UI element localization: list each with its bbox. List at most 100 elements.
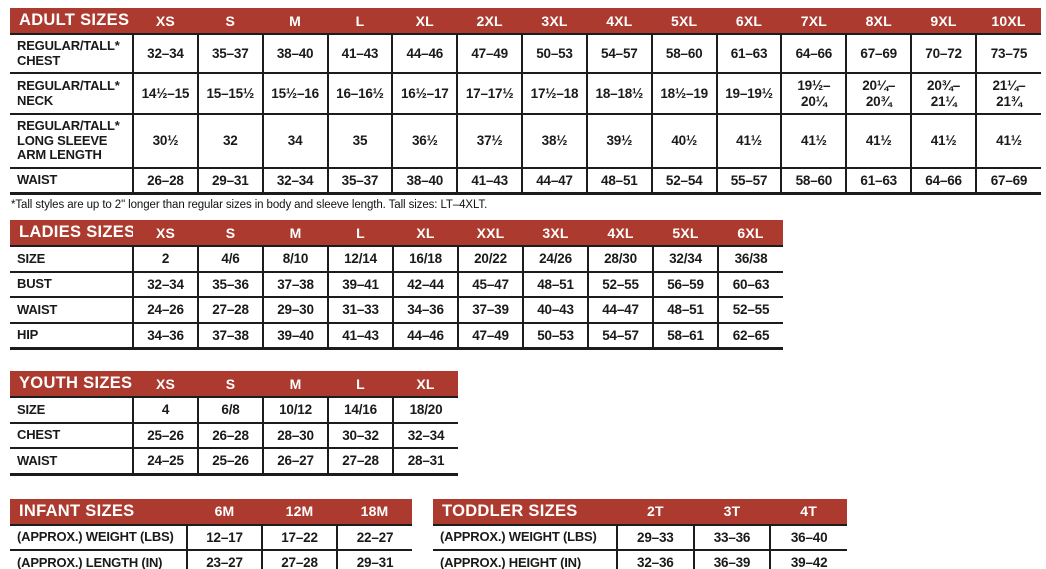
adult-column-header-s: S xyxy=(197,8,263,34)
ladies-cell-0-9: 36/38 xyxy=(717,245,783,272)
adult-cell-3-13: 67–69 xyxy=(974,166,1041,194)
adult-row-3: WAIST 26–28 29–31 32–34 35–37 38–40 41–43 44–47… xyxy=(10,166,1041,194)
ladies-column-header-xxl: XXL xyxy=(458,220,523,247)
adult-sizes-table-block: ADULT SIZES XS S M L XL 2XL 3XL 4XL 5XL 6XL 7XL 8XL 9… xyxy=(10,8,1041,196)
youth-column-header-l: L xyxy=(328,371,393,398)
adult-cell-2-7: 39½ xyxy=(585,113,652,168)
adult-cell-0-12: 70–72 xyxy=(910,32,976,74)
youth-sizes-table: YOUTH SIZES XS S M L XL SIZE 4 6/8 10/12 14/16 18/2… xyxy=(10,371,458,476)
ladies-cell-1-3: 39–41 xyxy=(327,270,393,298)
toddler-row-label-0: (APPROX.) WEIGHT (LBS) xyxy=(433,523,617,551)
ladies-cell-3-2: 39–40 xyxy=(262,321,328,349)
adult-cell-0-9: 61–63 xyxy=(715,32,782,74)
infant-sizes-table: INFANT SIZES 6M 12M 18M (APPROX.) WEIGHT (LB… xyxy=(10,498,412,569)
adult-cell-3-3: 35–37 xyxy=(326,166,393,194)
adult-cell-1-12: 20¾– 21¼ xyxy=(910,72,976,115)
adult-column-header-5xl: 5XL xyxy=(651,8,717,34)
youth-cell-0-0: 4 xyxy=(132,396,198,423)
adult-cell-0-2: 38–40 xyxy=(261,32,328,74)
toddler-cell-0-2: 36–40 xyxy=(769,523,847,551)
adult-cell-3-12: 64–66 xyxy=(910,166,976,194)
adult-cell-2-3: 35 xyxy=(326,113,393,168)
youth-table-title: YOUTH SIZES xyxy=(10,371,133,398)
infant-cell-1-1: 27–28 xyxy=(261,549,337,569)
toddler-column-header-2t: 2T xyxy=(617,498,694,525)
adult-column-header-7xl: 7XL xyxy=(781,8,847,34)
ladies-row-label-2: WAIST xyxy=(10,296,133,323)
ladies-cell-2-2: 29–30 xyxy=(262,296,328,323)
infant-cell-0-0: 12–17 xyxy=(186,523,262,551)
ladies-row-label-1: BUST xyxy=(10,270,133,298)
adult-cell-0-13: 73–75 xyxy=(974,32,1041,74)
adult-row-0: REGULAR/TALL* CHEST 32–34 35–37 38–40 41–43 4… xyxy=(10,32,1041,74)
youth-column-header-xs: XS xyxy=(133,371,198,398)
adult-cell-3-2: 32–34 xyxy=(261,166,328,194)
youth-cell-2-3: 27–28 xyxy=(327,447,393,475)
adult-column-header-6xl: 6XL xyxy=(716,8,782,34)
ladies-column-header-xl: XL xyxy=(393,220,458,247)
ladies-column-header-4xl: 4XL xyxy=(588,220,653,247)
adult-column-header-8xl: 8XL xyxy=(846,8,912,34)
adult-cell-2-1: 32 xyxy=(196,113,263,168)
adult-cell-1-9: 19–19½ xyxy=(715,72,782,115)
adult-cell-3-5: 41–43 xyxy=(456,166,523,194)
infant-cell-1-0: 23–27 xyxy=(186,549,262,569)
toddler-cell-0-0: 29–33 xyxy=(616,523,694,551)
adult-cell-0-1: 35–37 xyxy=(196,32,263,74)
ladies-cell-0-2: 8/10 xyxy=(262,245,328,272)
toddler-column-header-3t: 3T xyxy=(693,498,771,525)
ladies-cell-1-9: 60–63 xyxy=(717,270,783,298)
adult-cell-0-3: 41–43 xyxy=(326,32,393,74)
ladies-cell-3-0: 34–36 xyxy=(132,321,198,349)
adult-column-header-xl: XL xyxy=(392,8,458,34)
ladies-cell-0-5: 20/22 xyxy=(457,245,523,272)
adult-cell-1-2: 15½–16 xyxy=(261,72,328,115)
youth-column-header-xl: XL xyxy=(393,371,458,398)
youth-cell-2-2: 26–27 xyxy=(262,447,328,475)
adult-cell-3-8: 52–54 xyxy=(650,166,717,194)
toddler-row-0: (APPROX.) WEIGHT (LBS) 29–33 33–36 36–40 xyxy=(433,523,847,551)
ladies-column-header-s: S xyxy=(198,220,263,247)
ladies-cell-0-6: 24/26 xyxy=(522,245,588,272)
infant-row-label-1: (APPROX.) LENGTH (IN) xyxy=(10,549,187,569)
adult-cell-0-6: 50–53 xyxy=(521,32,587,74)
youth-cell-0-3: 14/16 xyxy=(327,396,393,423)
infant-column-header-12m: 12M xyxy=(262,498,337,525)
adult-cell-1-0: 14½–15 xyxy=(132,72,198,115)
ladies-cell-3-1: 37–38 xyxy=(197,321,263,349)
adult-cell-1-10: 19½– 20¼ xyxy=(780,72,847,115)
ladies-cell-3-5: 47–49 xyxy=(457,321,523,349)
adult-cell-2-4: 36½ xyxy=(391,113,458,168)
adult-cell-3-6: 44–47 xyxy=(521,166,587,194)
ladies-sizes-table-block: LADIES SIZES XS S M L XL XXL 3XL 4XL 5XL 6XL SIZE 2 4… xyxy=(10,220,1041,351)
ladies-column-header-5xl: 5XL xyxy=(653,220,718,247)
adult-cell-3-10: 58–60 xyxy=(780,166,847,194)
ladies-cell-3-3: 41–43 xyxy=(327,321,393,349)
ladies-column-header-xs: XS xyxy=(133,220,198,247)
adult-cell-2-2: 34 xyxy=(261,113,328,168)
adult-cell-0-4: 44–46 xyxy=(391,32,458,74)
ladies-cell-2-9: 52–55 xyxy=(717,296,783,323)
toddler-cell-1-0: 32–36 xyxy=(616,549,694,569)
adult-cell-2-12: 41½ xyxy=(910,113,976,168)
youth-header-row: YOUTH SIZES XS S M L XL xyxy=(10,371,458,398)
adult-column-header-m: M xyxy=(262,8,328,34)
ladies-cell-1-2: 37–38 xyxy=(262,270,328,298)
youth-cell-0-1: 6/8 xyxy=(197,396,263,423)
ladies-cell-0-1: 4/6 xyxy=(197,245,263,272)
infant-cell-1-2: 29–31 xyxy=(336,549,412,569)
toddler-table-title: TODDLER SIZES xyxy=(433,498,617,525)
youth-row-label-0: SIZE xyxy=(10,396,133,423)
ladies-cell-3-4: 44–46 xyxy=(392,321,458,349)
adult-header-row: ADULT SIZES XS S M L XL 2XL 3XL 4XL 5XL 6XL 7XL 8XL 9… xyxy=(10,8,1041,34)
adult-column-header-xs: XS xyxy=(133,8,198,34)
adult-cell-2-13: 41½ xyxy=(974,113,1041,168)
toddler-cell-0-1: 33–36 xyxy=(692,523,771,551)
adult-column-header-10xl: 10XL xyxy=(975,8,1041,34)
infant-cell-0-2: 22–27 xyxy=(336,523,412,551)
adult-cell-1-5: 17–17½ xyxy=(456,72,523,115)
ladies-cell-0-0: 2 xyxy=(132,245,198,272)
adult-cell-1-3: 16–16½ xyxy=(326,72,393,115)
adult-cell-2-0: 30½ xyxy=(132,113,198,168)
